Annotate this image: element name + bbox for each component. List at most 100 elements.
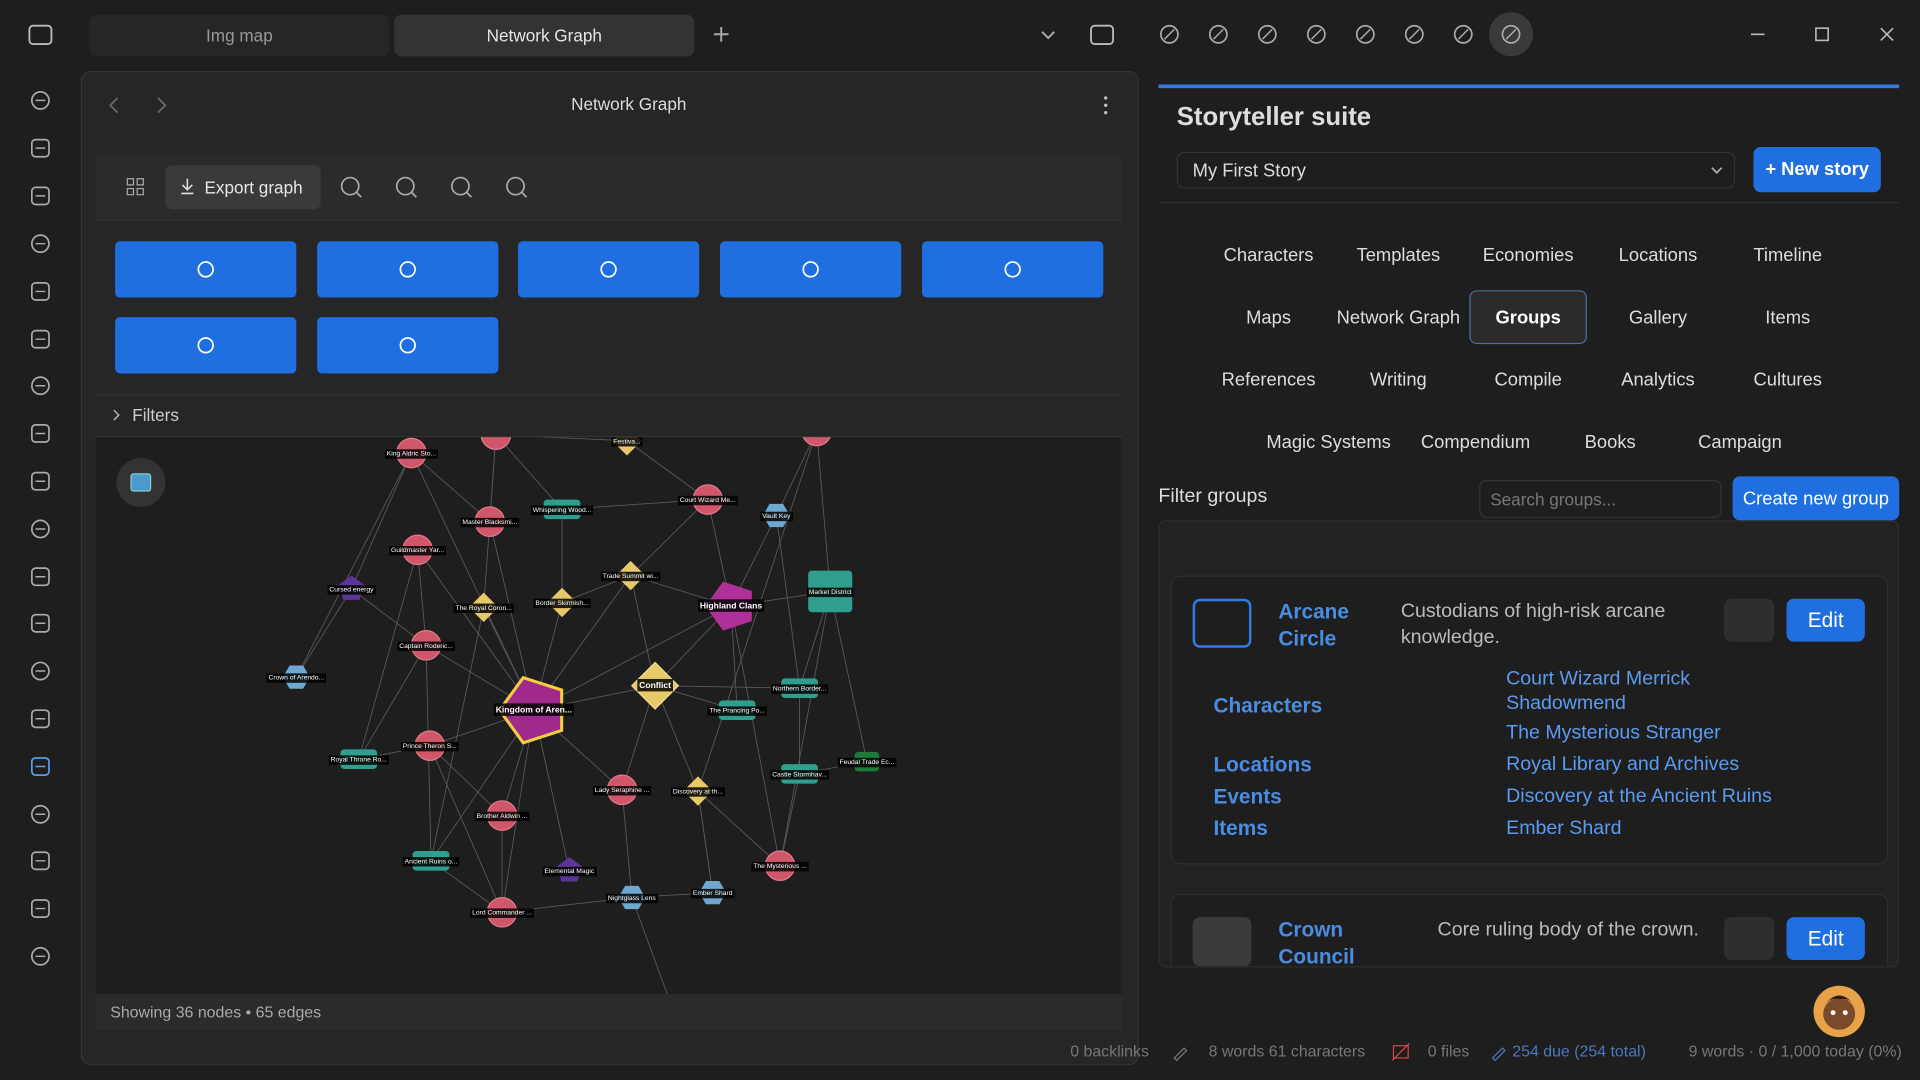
new-tab[interactable] xyxy=(713,26,729,42)
ribbon-icon[interactable] xyxy=(30,424,50,443)
group-name[interactable]: Crown Council xyxy=(1278,918,1355,968)
toolbar-icon[interactable] xyxy=(1501,24,1521,44)
sidebar-tab[interactable]: References xyxy=(1221,369,1316,391)
node-type-button[interactable] xyxy=(720,241,902,298)
nav-back[interactable] xyxy=(108,97,119,114)
toolbar-icon[interactable] xyxy=(506,176,528,198)
tab[interactable]: Img map xyxy=(89,14,390,57)
ribbon-icon[interactable] xyxy=(30,90,50,110)
filters-chevron[interactable] xyxy=(113,409,120,421)
edit-button[interactable]: Edit xyxy=(1786,598,1865,642)
member-link[interactable]: Royal Library and Archives xyxy=(1506,754,1740,776)
node-type-button[interactable] xyxy=(115,317,297,374)
sidebar-tab[interactable]: Cultures xyxy=(1753,369,1822,391)
layout-icon[interactable] xyxy=(126,178,144,196)
ribbon-icon[interactable] xyxy=(30,471,50,491)
expand-toggle[interactable] xyxy=(1192,598,1252,648)
node-type-button[interactable] xyxy=(317,317,499,374)
toolbar-icon[interactable] xyxy=(1355,24,1375,44)
sidebar-tab[interactable]: Timeline xyxy=(1753,244,1823,266)
ribbon-icon[interactable] xyxy=(30,899,50,919)
close[interactable] xyxy=(1880,27,1894,41)
sidebar-tab[interactable]: Magic Systems xyxy=(1266,431,1391,453)
graph-edge xyxy=(533,605,732,711)
more-menu[interactable] xyxy=(1104,96,1108,100)
ribbon-icon[interactable] xyxy=(30,946,50,966)
avatar[interactable] xyxy=(1812,984,1866,1038)
ribbon-icon[interactable] xyxy=(30,804,50,824)
more-menu[interactable] xyxy=(1104,103,1108,108)
filters-toggle[interactable]: Filters xyxy=(132,405,179,425)
nav-forward[interactable] xyxy=(157,97,167,114)
sidebar-tab[interactable]: Templates xyxy=(1356,244,1441,266)
node-type-button[interactable] xyxy=(922,241,1104,298)
sidebar-tab[interactable]: Compile xyxy=(1494,369,1562,391)
node-type-button[interactable] xyxy=(115,241,297,298)
graph-node[interactable] xyxy=(802,437,831,447)
ribbon-icon[interactable] xyxy=(30,329,50,349)
sidebar-tab[interactable]: Characters xyxy=(1223,244,1314,266)
toolbar-icon[interactable] xyxy=(1306,24,1326,44)
ribbon-icon[interactable] xyxy=(30,661,50,681)
sidebar-tab[interactable]: Network Graph xyxy=(1336,306,1461,328)
node-label: Feudal Trade Ec... xyxy=(839,759,894,766)
ribbon-icon[interactable] xyxy=(30,709,50,729)
ribbon-icon[interactable] xyxy=(30,851,50,871)
ribbon-icon[interactable] xyxy=(30,234,50,254)
toolbar-icon[interactable] xyxy=(450,176,473,198)
node-type-button[interactable] xyxy=(317,241,499,298)
toolbar-icon[interactable] xyxy=(1453,24,1473,44)
toolbar-icon[interactable] xyxy=(395,176,417,198)
expand-toggle[interactable] xyxy=(1192,917,1252,967)
story-select[interactable]: My First Story xyxy=(1176,151,1736,189)
ribbon-icon[interactable] xyxy=(30,376,50,396)
graph-node[interactable] xyxy=(480,437,512,450)
sidebar-tab[interactable]: Items xyxy=(1765,306,1811,328)
node-label-bg xyxy=(691,888,735,899)
maximize[interactable] xyxy=(1815,27,1829,42)
search-input[interactable]: Search groups... xyxy=(1479,480,1722,518)
toolbar-icon[interactable] xyxy=(1208,24,1228,44)
ribbon-icon[interactable] xyxy=(30,757,50,776)
member-link[interactable]: Discovery at the Ancient Ruins xyxy=(1506,786,1772,807)
toolbar-icon[interactable] xyxy=(1257,24,1277,44)
ribbon-icon[interactable] xyxy=(30,519,50,539)
toolbar-icon[interactable] xyxy=(1404,24,1424,44)
export-button[interactable]: Export graph xyxy=(165,165,321,210)
sidebar-tab[interactable]: Gallery xyxy=(1628,306,1688,328)
member-link[interactable]: Court Wizard Merrick Shadowmend xyxy=(1506,668,1691,714)
sidebar-tab-active[interactable]: Groups xyxy=(1469,290,1587,345)
sidebar-tab[interactable]: Writing xyxy=(1369,369,1427,391)
member-link[interactable]: The Mysterious Stranger xyxy=(1506,722,1721,744)
tab-list[interactable] xyxy=(1041,31,1055,40)
edit-button[interactable]: Edit xyxy=(1786,917,1865,961)
new-story-button[interactable]: + New story xyxy=(1753,146,1881,193)
more-menu[interactable] xyxy=(1104,110,1108,115)
member-link[interactable]: Ember Shard xyxy=(1506,817,1622,839)
ribbon-icon[interactable] xyxy=(30,186,50,206)
sidebar-tab[interactable]: Campaign xyxy=(1698,431,1782,453)
toolbar-icon[interactable] xyxy=(340,176,362,198)
ribbon-icon[interactable] xyxy=(30,282,50,301)
status-due[interactable]: 254 due (254 total) xyxy=(1512,1042,1646,1061)
toolbar-icon[interactable] xyxy=(1159,24,1179,44)
status-files: 0 files xyxy=(1427,1042,1470,1061)
tab-active[interactable]: Network Graph xyxy=(394,14,695,57)
sidebar-tab[interactable]: Maps xyxy=(1246,306,1292,328)
right-sidebar-toggle[interactable] xyxy=(1090,24,1114,46)
sidebar-tab[interactable]: Books xyxy=(1584,431,1636,453)
ribbon-icon[interactable] xyxy=(30,613,50,633)
sidebar-tab[interactable]: Locations xyxy=(1618,244,1698,266)
sidebar-tab[interactable]: Analytics xyxy=(1621,369,1695,391)
sidebar-tab[interactable]: Economies xyxy=(1482,244,1574,266)
notes-button[interactable] xyxy=(1724,917,1775,961)
sidebar-toggle[interactable] xyxy=(28,24,53,46)
ribbon-icon[interactable] xyxy=(30,138,50,158)
notes-button[interactable] xyxy=(1724,598,1775,642)
group-name[interactable]: Arcane Circle xyxy=(1278,600,1349,651)
sidebar-tab[interactable]: Compendium xyxy=(1420,431,1531,453)
node-type-button[interactable] xyxy=(517,241,700,298)
create-group-button[interactable]: Create new group xyxy=(1732,476,1900,521)
ribbon-icon[interactable] xyxy=(30,567,50,587)
